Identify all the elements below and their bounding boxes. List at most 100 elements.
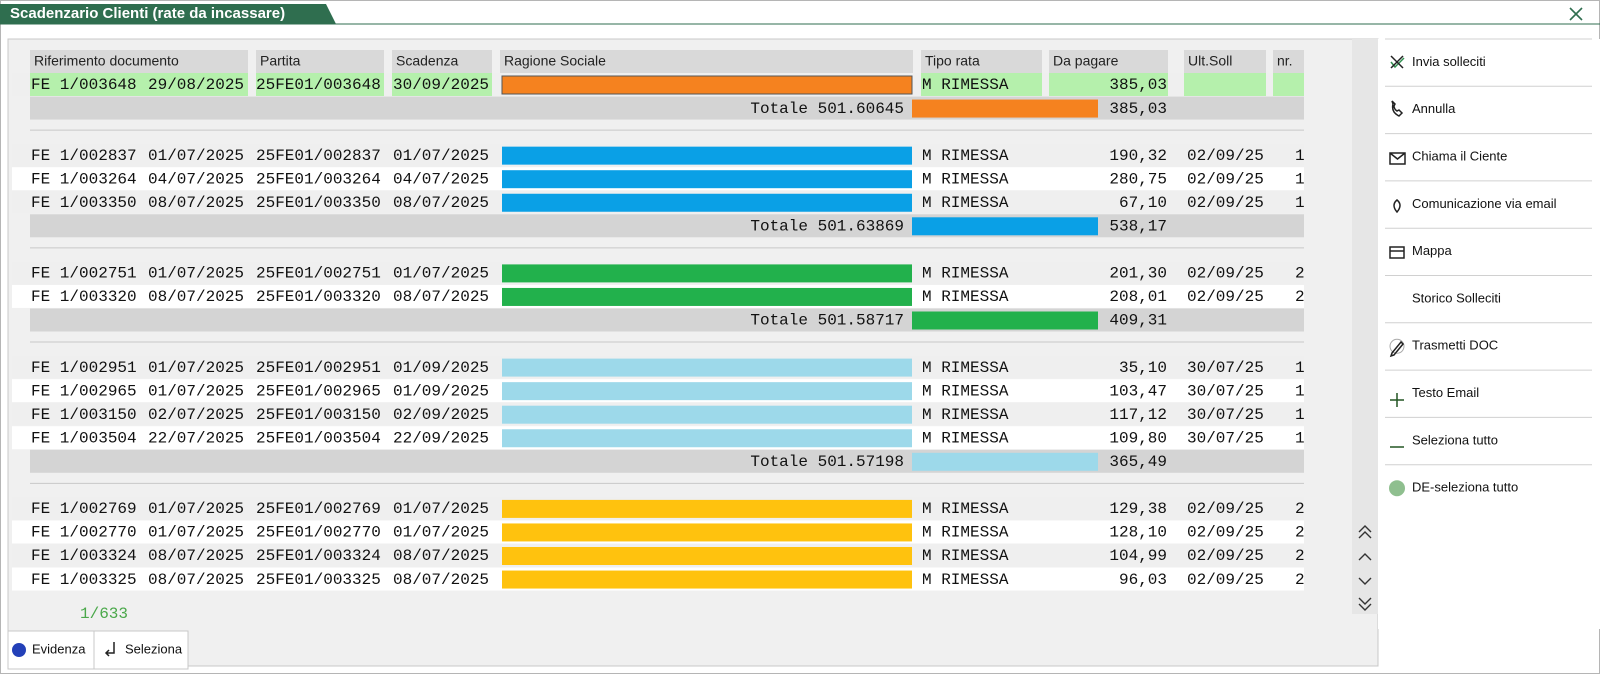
document-ref: FE 1/002769 <box>31 500 137 518</box>
document-date: 01/07/2025 <box>148 382 244 400</box>
name-redaction <box>502 499 912 518</box>
column-header-label[interactable]: Ult.Soll <box>1188 53 1232 69</box>
column-header[interactable] <box>256 50 384 73</box>
sidebar-label[interactable]: Testo Email <box>1412 385 1479 400</box>
partita: 25FE01/003648 <box>256 76 381 94</box>
payment-type: M RIMESSA <box>922 547 1009 565</box>
document-date: 02/07/2025 <box>148 406 244 424</box>
document-ref: FE 1/003648 <box>31 76 137 94</box>
sidebar-icon <box>1390 55 1404 69</box>
total-label: Totale 501.60645 <box>750 100 904 118</box>
sidebar-icon <box>1391 100 1404 117</box>
column-header-label[interactable]: Da pagare <box>1053 53 1119 69</box>
payment-type: M RIMESSA <box>922 194 1009 212</box>
column-header[interactable] <box>1184 50 1266 73</box>
amount-due: 104,99 <box>1109 547 1167 565</box>
column-header-label[interactable]: Tipo rata <box>925 53 980 69</box>
payment-type: M RIMESSA <box>922 406 1009 424</box>
partita: 25FE01/002951 <box>256 359 381 377</box>
selected-cell <box>1184 73 1266 96</box>
payment-type: M RIMESSA <box>922 524 1009 542</box>
last-reminder: 02/09/25 <box>1187 170 1264 188</box>
due-date: 30/09/2025 <box>393 76 489 94</box>
document-ref: FE 1/002965 <box>31 382 137 400</box>
partita: 25FE01/002837 <box>256 147 381 165</box>
close-button[interactable] <box>1569 7 1583 21</box>
footer-label[interactable]: Seleziona <box>125 641 183 656</box>
document-ref: FE 1/003320 <box>31 288 137 306</box>
last-reminder: 02/09/25 <box>1187 147 1264 165</box>
selected-cell <box>1049 73 1168 96</box>
name-redaction <box>502 382 912 401</box>
sidebar-label[interactable]: Annulla <box>1412 101 1456 116</box>
reminder-count: 2 <box>1295 265 1305 283</box>
selected-cell <box>392 73 492 96</box>
column-header[interactable] <box>1273 50 1304 73</box>
reminder-count: 1 <box>1295 406 1305 424</box>
sidebar-label[interactable]: DE-seleziona tutto <box>1412 480 1518 495</box>
amount-due: 109,80 <box>1109 429 1167 447</box>
last-reminder: 02/09/25 <box>1187 194 1264 212</box>
last-reminder: 02/09/25 <box>1187 547 1264 565</box>
document-date: 08/07/2025 <box>148 288 244 306</box>
footer-label[interactable]: Evidenza <box>32 641 86 656</box>
column-header[interactable] <box>500 50 913 73</box>
reminder-count: 1 <box>1295 359 1305 377</box>
last-reminder: 30/07/25 <box>1187 429 1264 447</box>
name-redaction <box>502 523 912 542</box>
document-ref: FE 1/003350 <box>31 194 137 212</box>
payment-type: M RIMESSA <box>922 571 1009 589</box>
payment-type: M RIMESSA <box>922 382 1009 400</box>
due-date: 01/09/2025 <box>393 382 489 400</box>
column-header-label[interactable]: Riferimento documento <box>34 53 179 69</box>
sidebar-label[interactable]: Invia solleciti <box>1412 54 1486 69</box>
document-ref: FE 1/003324 <box>31 547 137 565</box>
amount-due: 103,47 <box>1109 382 1167 400</box>
partita: 25FE01/003325 <box>256 571 381 589</box>
sidebar-label[interactable]: Chiama il Ciente <box>1412 149 1507 164</box>
name-redaction <box>502 547 912 565</box>
amount-due: 117,12 <box>1109 406 1167 424</box>
amount-due: 385,03 <box>1109 76 1167 94</box>
column-header-label[interactable]: nr. <box>1277 53 1293 69</box>
total-redaction <box>912 217 1098 236</box>
document-ref: FE 1/003264 <box>31 170 137 188</box>
document-ref: FE 1/002951 <box>31 359 137 377</box>
name-redaction <box>502 170 912 189</box>
payment-type: M RIMESSA <box>922 288 1009 306</box>
sidebar <box>1378 39 1600 629</box>
scroll-arrows[interactable] <box>1358 525 1372 611</box>
sidebar-icon <box>1390 393 1404 407</box>
partita: 25FE01/003504 <box>256 429 381 447</box>
document-date: 01/07/2025 <box>148 265 244 283</box>
payment-type: M RIMESSA <box>922 429 1009 447</box>
reminder-count: 2 <box>1295 500 1305 518</box>
reminder-count: 2 <box>1295 524 1305 542</box>
due-date: 08/07/2025 <box>393 194 489 212</box>
document-ref: FE 1/002770 <box>31 524 137 542</box>
total-label: Totale 501.63869 <box>750 218 904 236</box>
reminder-count: 1 <box>1295 170 1305 188</box>
scrollbar[interactable] <box>1352 39 1378 614</box>
column-header-label[interactable]: Ragione Sociale <box>504 53 606 69</box>
sidebar-label[interactable]: Comunicazione via email <box>1412 196 1557 211</box>
due-date: 08/07/2025 <box>393 288 489 306</box>
sidebar-label[interactable]: Seleziona tutto <box>1412 432 1498 447</box>
footer-button[interactable] <box>93 630 189 670</box>
sidebar-label[interactable]: Mappa <box>1412 243 1453 258</box>
due-date: 01/07/2025 <box>393 500 489 518</box>
name-redaction <box>502 570 912 589</box>
sidebar-icon <box>1389 338 1405 354</box>
column-header[interactable] <box>30 50 248 73</box>
column-header-label[interactable]: Partita <box>260 53 301 69</box>
reminder-count: 1 <box>1295 382 1305 400</box>
sidebar-label[interactable]: Trasmetti DOC <box>1412 338 1498 353</box>
sidebar-label[interactable]: Storico Solleciti <box>1412 290 1501 305</box>
reminder-count: 1 <box>1295 429 1305 447</box>
column-header-label[interactable]: Scadenza <box>396 53 458 69</box>
column-header[interactable] <box>1049 50 1168 73</box>
partita: 25FE01/002965 <box>256 382 381 400</box>
column-header[interactable] <box>392 50 492 73</box>
column-header[interactable] <box>921 50 1042 73</box>
document-ref: FE 1/002751 <box>31 265 137 283</box>
